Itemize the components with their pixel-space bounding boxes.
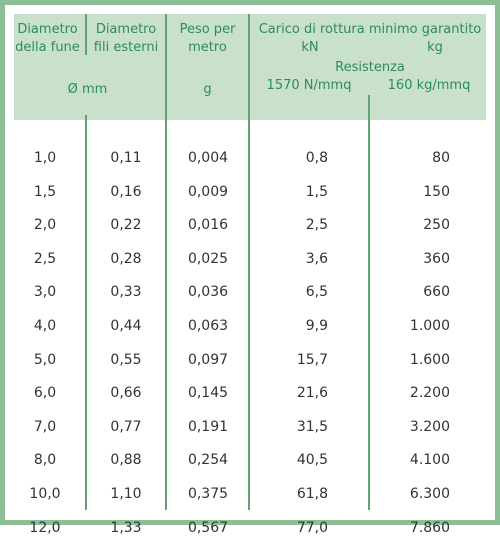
column-divider <box>85 14 87 55</box>
table-cell: 360 <box>423 250 450 267</box>
column-divider <box>85 115 87 510</box>
table-cell: 0,88 <box>110 452 142 469</box>
table-cell: 1,33 <box>110 519 142 536</box>
header-background <box>14 14 486 120</box>
table-cell: 150 <box>423 183 450 200</box>
table-cell: 0,28 <box>110 250 142 267</box>
header-text: metro <box>188 40 227 55</box>
table-cell: 21,6 <box>296 385 328 402</box>
table-cell: 40,5 <box>296 452 328 469</box>
table-cell: 0,33 <box>110 284 142 301</box>
table-cell: 1.600 <box>409 351 450 368</box>
table-cell: 7,0 <box>33 418 57 435</box>
table-cell: 4,0 <box>33 318 57 334</box>
table-cell: 77,0 <box>296 519 328 536</box>
table-cell: 1,5 <box>33 183 57 200</box>
table-cell: 0,025 <box>187 250 229 267</box>
table-cell: 61,8 <box>296 486 328 502</box>
column-divider <box>165 14 167 510</box>
table-cell: 3,0 <box>33 284 57 301</box>
table-cell: 0,44 <box>110 318 142 334</box>
table-cell: 0,375 <box>187 486 229 502</box>
header-text: kg <box>427 40 443 55</box>
header-text: Ø mm <box>67 82 108 97</box>
table-cell: 250 <box>423 217 450 234</box>
table-cell: 0,11 <box>110 150 142 166</box>
header-text: Peso per <box>179 22 236 37</box>
table-cell: 0,254 <box>187 452 229 469</box>
header-text: g <box>203 82 212 97</box>
table-cell: 0,036 <box>187 284 229 301</box>
table-cell: 0,009 <box>187 183 229 200</box>
header-text: 160 kg/mmq <box>387 78 471 93</box>
table-cell: 0,567 <box>187 519 229 536</box>
table-cell: 0,097 <box>187 351 229 368</box>
table-cell: 0,77 <box>110 418 142 435</box>
table-cell: 2,0 <box>33 217 57 234</box>
header-text: Resistenza <box>335 60 405 75</box>
column-divider <box>248 14 250 510</box>
table-cell: 15,7 <box>296 351 328 368</box>
table-cell: 2.200 <box>409 385 450 402</box>
table-cell: 0,22 <box>110 217 142 234</box>
table-cell: 4.100 <box>409 452 450 469</box>
table-cell: 1,10 <box>110 486 142 502</box>
column-divider <box>368 95 370 510</box>
header-text: kN <box>301 40 319 55</box>
header-text: 1570 N/mmq <box>266 78 352 93</box>
table-cell: 9,9 <box>305 318 328 334</box>
table-cell: 0,063 <box>187 318 229 334</box>
header-text: Carico di rottura minimo garantito <box>258 22 482 37</box>
table-cell: 0,145 <box>187 385 229 402</box>
header-text: Diametro <box>95 22 157 37</box>
table-cell: 6,5 <box>305 284 328 301</box>
table-cell: 0,004 <box>187 150 229 166</box>
table-cell: 0,8 <box>305 150 328 166</box>
table-cell: 0,66 <box>110 385 142 402</box>
table-cell: 2,5 <box>33 250 57 267</box>
table-cell: 3.200 <box>409 418 450 435</box>
table-cell: 7.860 <box>409 519 450 536</box>
header-text: fili esterni <box>93 40 159 55</box>
table-cell: 1.000 <box>409 318 450 334</box>
table-cell: 660 <box>423 284 450 301</box>
table-cell: 6,0 <box>33 385 57 402</box>
header-text: della fune <box>15 40 80 55</box>
table-cell: 0,16 <box>110 183 142 200</box>
table-cell: 31,5 <box>296 418 328 435</box>
table-cell: 12,0 <box>29 519 61 536</box>
table-cell: 0,016 <box>187 217 229 234</box>
table-cell: 6.300 <box>409 486 450 502</box>
table-cell: 10,0 <box>29 486 61 502</box>
table-cell: 80 <box>432 150 450 166</box>
table-cell: 2,5 <box>305 217 328 234</box>
table-cell: 1,0 <box>33 150 57 166</box>
table-cell: 3,6 <box>305 250 328 267</box>
table-cell: 8,0 <box>33 452 57 469</box>
table-cell: 1,5 <box>305 183 328 200</box>
table-cell: 0,191 <box>187 418 229 435</box>
header-text: Diametro <box>17 22 78 37</box>
table-cell: 5,0 <box>33 351 57 368</box>
table-cell: 0,55 <box>110 351 142 368</box>
